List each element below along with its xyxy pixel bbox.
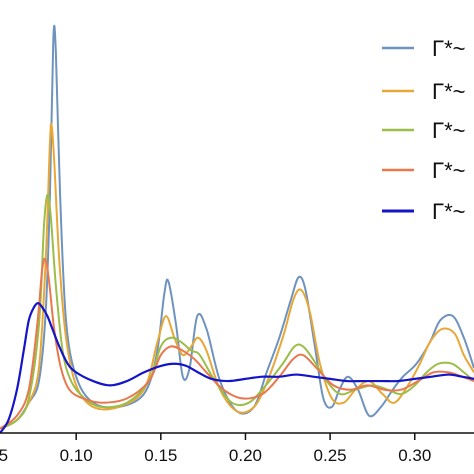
series-line-1: [0, 24, 474, 430]
x-tick-label: 0.30: [398, 446, 431, 465]
x-tick-label: 0.20: [229, 446, 262, 465]
x-tick-label: 0.25: [314, 446, 347, 465]
x-tick-label: 0.15: [144, 446, 177, 465]
plot-lines: [0, 24, 474, 434]
legend-label-2: Γ*~: [432, 79, 466, 104]
legend-label-1: Γ*~: [432, 36, 466, 61]
series-line-5: [0, 302, 474, 434]
legend-label-4: Γ*~: [432, 158, 466, 183]
x-axis: 0.05 0.10 0.15 0.20 0.25 0.30: [0, 432, 474, 465]
series-line-2: [0, 122, 474, 430]
legend: Γ*~ Γ*~ Γ*~ Γ*~ Γ*~: [382, 36, 466, 224]
legend-label-3: Γ*~: [432, 118, 466, 143]
x-tick-label: 0.05: [0, 446, 8, 465]
series-line-3: [0, 193, 474, 430]
x-tick-label: 0.10: [60, 446, 93, 465]
series-line-4: [0, 257, 474, 430]
legend-label-5: Γ*~: [432, 199, 466, 224]
